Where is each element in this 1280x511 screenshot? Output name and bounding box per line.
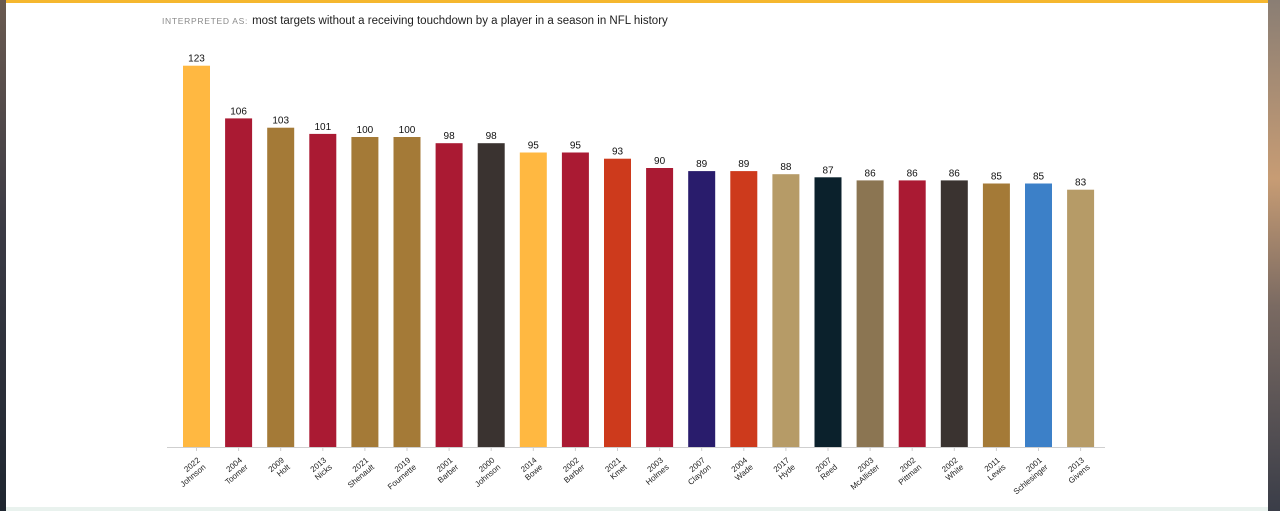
bar[interactable] [477,143,505,447]
bar[interactable] [604,158,631,447]
bar[interactable] [688,171,716,447]
bar-value-label: 98 [444,131,456,142]
bar-value-label: 86 [865,168,877,179]
bar[interactable] [1025,183,1052,448]
x-tick-label: 2007Clayton [680,455,713,487]
bar[interactable] [393,137,421,447]
interpreted-query: most targets without a receiving touchdo… [252,15,668,27]
bar[interactable] [982,183,1010,448]
x-tick-label: 2003Holmes [638,455,671,487]
bar-value-label: 103 [272,116,289,127]
bar[interactable] [183,65,210,447]
bar-value-label: 95 [528,141,540,152]
x-tick-label: 2004Toomer [218,455,250,486]
x-tick-label: 2002Barber [557,455,587,485]
x-tick-label: 2002Pittman [891,455,924,487]
bar[interactable] [351,137,379,447]
bar[interactable] [730,171,758,447]
bar[interactable] [225,118,253,448]
x-tick-label: 2002White [938,455,966,482]
interpreted-as-label: INTERPRETED AS: [162,16,249,26]
bar-value-label: 87 [822,165,834,176]
bar-value-label: 100 [399,125,416,136]
bar-value-label: 89 [696,159,708,170]
bar[interactable] [646,168,674,447]
bar[interactable] [772,174,800,447]
x-tick-label: 2007Reed [813,455,840,481]
x-tick-label: 2013Nicks [307,455,334,482]
x-tick-label: 2013Givens [1061,455,1092,485]
x-tick-label: 2017Hyde [771,455,797,481]
x-tick-label: 2011Lewis [980,455,1008,482]
bar-value-label: 83 [1075,178,1087,189]
x-tick-label: 2003McAllister [843,455,882,491]
x-tick-label: 2004Wade [728,455,756,482]
bar[interactable] [814,177,842,448]
bar-value-label: 95 [570,141,582,152]
interpreted-as: INTERPRETED AS: most targets without a re… [162,15,668,27]
x-tick-label: 2009Holt [267,455,293,481]
bar-value-label: 93 [612,147,624,158]
bar-value-label: 101 [314,122,331,133]
result-card [6,0,1268,507]
x-tick-label: 2001Barber [430,455,460,485]
bar[interactable] [309,133,337,447]
bar[interactable] [1067,189,1095,447]
x-tick-label: 2000Johnson [468,455,503,489]
x-tick-label: 2014Bowe [517,455,544,482]
x-tick-label: 2019Fournette [380,455,418,491]
bar-value-label: 89 [738,159,750,170]
bar[interactable] [519,152,547,448]
bar-value-label: 123 [188,54,205,65]
bar-value-label: 90 [654,156,666,167]
x-tick-label: 2021Kmet [603,455,629,481]
x-tick-label: 2022Johnson [173,455,208,489]
bottom-strip [6,507,1268,511]
x-tick-label: 2021Shenault [340,455,376,490]
bar-value-label: 106 [230,106,247,117]
bar[interactable] [940,180,968,447]
bar[interactable] [856,180,884,447]
x-tick-label: 2001Schlesinger [1006,455,1050,496]
bar-value-label: 86 [949,168,961,179]
bar-value-label: 88 [780,162,792,173]
bar[interactable] [267,127,295,447]
bar[interactable] [561,152,589,448]
bar-value-label: 100 [357,125,374,136]
bar-value-label: 85 [991,172,1003,183]
bar-value-label: 86 [907,168,919,179]
bar-value-label: 85 [1033,172,1045,183]
bar[interactable] [898,180,926,447]
bar[interactable] [435,143,463,447]
bar-value-label: 98 [486,131,498,142]
